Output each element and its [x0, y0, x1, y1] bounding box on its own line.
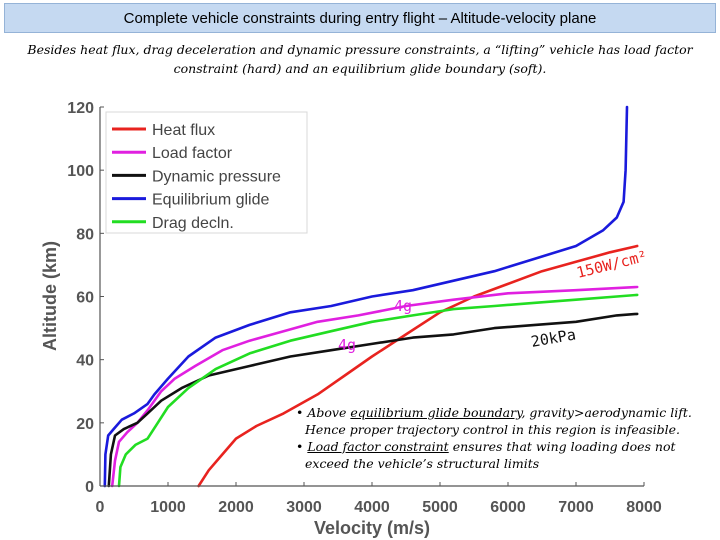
y-tick-label: 100 — [67, 163, 94, 180]
page-subtitle: Besides heat flux, drag deceleration and… — [27, 42, 693, 76]
legend-label-drag-decln: Drag decln. — [152, 215, 234, 232]
y-tick-label: 120 — [67, 100, 94, 117]
x-tick-label: 3000 — [286, 499, 322, 516]
note-load-factor: • Load factor constraint ensures that wi… — [296, 438, 716, 472]
notes-box: • Above equilibrium glide boundary, grav… — [296, 404, 716, 472]
x-tick-label: 8000 — [626, 499, 662, 516]
legend-label-heat-flux: Heat flux — [152, 122, 215, 139]
x-tick-label: 5000 — [422, 499, 458, 516]
series-line-equilibrium-glide — [103, 105, 629, 488]
series-line-heat-flux — [197, 244, 639, 488]
x-tick-label: 6000 — [490, 499, 526, 516]
x-axis-label: Velocity (m/s) — [314, 518, 430, 538]
chart-curves — [103, 105, 639, 488]
legend-label-load-factor: Load factor — [152, 145, 233, 162]
legend-box — [105, 111, 308, 234]
x-tick-label: 4000 — [354, 499, 390, 516]
axis-ticks: 0 1000 2000 3000 4000 5000 6000 7000 8000 0 20 40 60… — [67, 100, 662, 516]
series-line-load-factor — [110, 285, 639, 488]
note2-text: ensures that wing loading does not excee… — [305, 439, 676, 471]
legend-label-equilibrium-glide: Equilibrium glide — [152, 192, 269, 209]
series-line-drag-decln — [117, 293, 639, 488]
note1-prefix: • Above — [296, 405, 351, 420]
note1-underlined: equilibrium glide boundary — [350, 405, 522, 420]
series-line-dynamic-pressure — [107, 312, 639, 488]
x-tick-label: 2000 — [218, 499, 254, 516]
annotation-load-factor-lower: 4g — [338, 336, 356, 354]
y-tick-label: 0 — [85, 479, 94, 496]
legend-items: Heat flux Load factor Dynamic pressure Equi… — [112, 122, 281, 232]
y-tick-label: 40 — [76, 353, 94, 370]
annotation-load-factor-upper: 4g — [394, 297, 412, 315]
x-tick-label: 1000 — [150, 499, 186, 516]
x-tick-label: 7000 — [558, 499, 594, 516]
y-tick-label: 60 — [76, 290, 94, 307]
note2-prefix: • — [296, 439, 308, 454]
legend: Heat flux Load factor Dynamic pressure Equi… — [105, 111, 308, 234]
page-title: Complete vehicle constraints during entr… — [4, 3, 716, 33]
note1-text: , gravity>aerodynamic lift. Hence proper… — [305, 405, 692, 437]
y-tick-label: 20 — [76, 416, 94, 433]
y-axis-label: Altitude (km) — [40, 241, 60, 351]
note2-underlined: Load factor constraint — [307, 439, 449, 454]
x-tick-label: 0 — [96, 499, 105, 516]
note-equilibrium-glide: • Above equilibrium glide boundary, grav… — [296, 404, 716, 438]
y-tick-label: 80 — [76, 226, 94, 243]
legend-label-dynamic-pressure: Dynamic pressure — [152, 168, 281, 185]
